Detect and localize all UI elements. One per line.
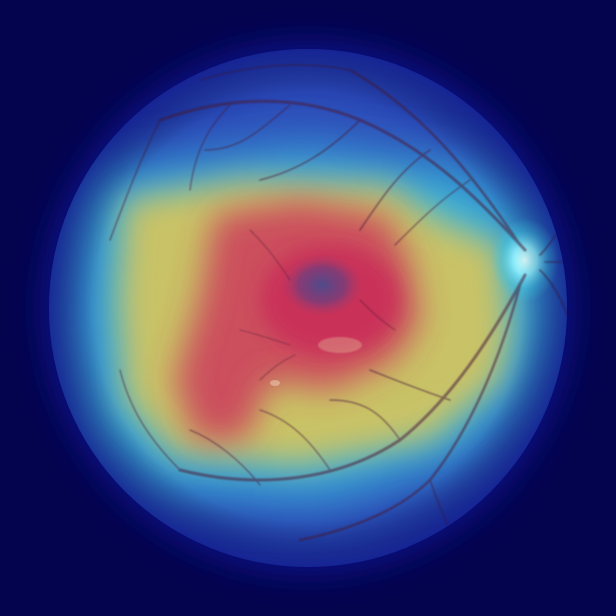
fundus-disc (49, 49, 567, 567)
